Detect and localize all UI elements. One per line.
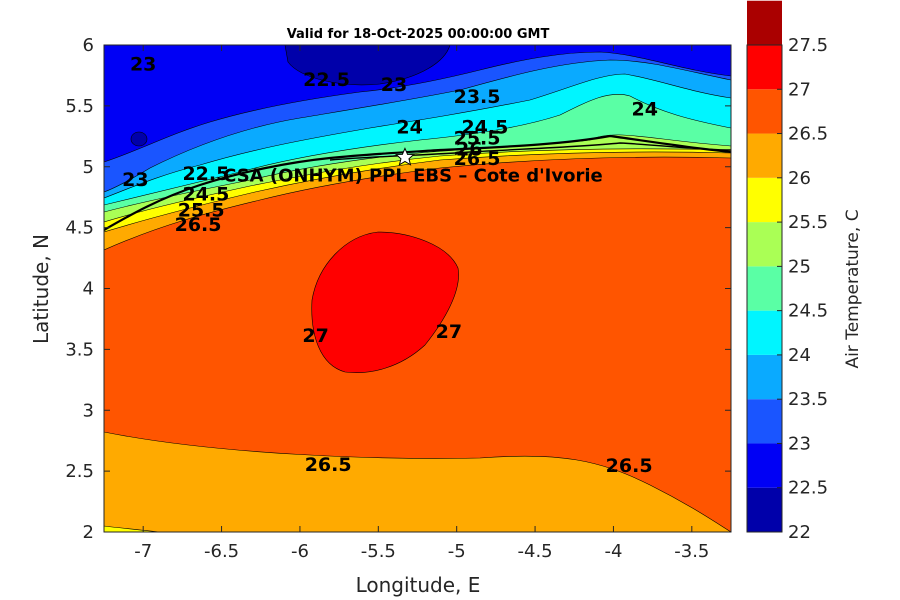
x-tick-label: -7 (134, 541, 152, 562)
y-tick-label: 2 (83, 522, 94, 543)
x-tick-label: -3.5 (674, 541, 709, 562)
y-tick-label: 5.5 (65, 96, 94, 117)
colorbar-swatch (747, 0, 782, 46)
colorbar-swatch (747, 443, 782, 488)
x-tick-label: -4 (604, 541, 622, 562)
y-tick-label: 3 (83, 400, 94, 421)
y-tick-label: 6 (83, 35, 94, 56)
site-label: CSA (ONHYM) PPL EBS – Cote d'Ivorie (223, 165, 603, 186)
contour-label: 26.5 (454, 148, 501, 170)
contour-label: 24 (632, 98, 658, 120)
colorbar-swatch (747, 89, 782, 134)
colorbar-tick-label: 23 (788, 433, 811, 454)
colorbar-swatch (747, 354, 782, 400)
colorbar-tick-label: 22 (788, 522, 811, 543)
contour-label: 26 (456, 138, 482, 160)
colorbar: 22 22.5 23 23.5 24 24.5 25 25.5 26 26.5 27 27.5 (747, 0, 828, 543)
fill-band-25.5-south (104, 525, 161, 532)
contour-label: 22.5 (182, 163, 229, 185)
x-tick-label: -5.5 (361, 541, 396, 562)
colorbar-swatch (747, 266, 782, 311)
colorbar-swatch (747, 133, 782, 178)
contour-label: 25.5 (454, 128, 501, 150)
fill-band-26 (104, 431, 731, 532)
y-tick-label: 2.5 (65, 461, 94, 482)
x-axis-label: Longitude, E (356, 573, 481, 597)
contour-fill-layer (104, 45, 731, 532)
contour-label: 24.5 (182, 184, 229, 206)
contour-label: 23 (381, 74, 407, 96)
x-axis: -7 -6.5 -6 -5.5 -5 -4.5 -4 -3.5 (134, 45, 709, 562)
colorbar-frame (746, 44, 783, 533)
fill-band-22.5 (104, 45, 731, 163)
colorbar-tick-label: 27 (788, 79, 811, 100)
contour-label: 23.5 (454, 86, 501, 108)
y-tick-label: 5 (83, 157, 94, 178)
contour-label: 27 (302, 325, 328, 347)
site-marker (394, 147, 415, 166)
colorbar-tick-label: 26.5 (788, 124, 828, 145)
colorbar-swatch (747, 177, 782, 223)
colorbar-tick-label: 24.5 (788, 301, 828, 322)
x-tick-label: -6 (291, 541, 309, 562)
colorbar-tick-label: 25 (788, 256, 811, 277)
colorbar-tick-label: 26 (788, 168, 811, 189)
fill-band-27 (311, 231, 459, 373)
y-tick-label: 4.5 (65, 218, 94, 239)
colorbar-swatch (747, 222, 782, 267)
colorbar-tick-label: 22.5 (788, 478, 828, 499)
y-axis-label: Latitude, N (29, 234, 53, 344)
contour-label: 25.5 (178, 199, 225, 221)
contour-label: 26.5 (175, 214, 222, 236)
y-axis: 22.533.544.555.56 (65, 35, 731, 543)
contour-label: 23 (122, 169, 148, 191)
x-tick-label: -5 (448, 541, 466, 562)
x-tick-label: -6.5 (204, 541, 239, 562)
fill-band-22 (284, 45, 451, 86)
colorbar-swatch (747, 487, 782, 532)
contour-label: 23 (130, 53, 156, 75)
contour-label: 27 (436, 321, 462, 343)
colorbar-label: Air Temperature, C (843, 209, 863, 368)
contour-label: 24 (396, 117, 422, 139)
colorbar-swatch (747, 45, 782, 90)
y-tick-label: 4 (83, 279, 94, 300)
contour-label: 24.5 (461, 117, 508, 139)
y-tick-label: 3.5 (65, 339, 94, 360)
colorbar-tick-label: 25.5 (788, 212, 828, 233)
colorbar-tick-label: 24 (788, 345, 811, 366)
colorbar-swatch (747, 399, 782, 444)
chart-title: Valid for 18-Oct-2025 00:00:00 GMT (287, 27, 550, 42)
colorbar-swatch (747, 310, 782, 355)
colorbar-tick-label: 23.5 (788, 389, 828, 410)
contour-label: 22.5 (303, 69, 350, 91)
fill-band-22-spot (130, 131, 148, 147)
x-tick-label: -4.5 (518, 541, 553, 562)
contour-label: 26.5 (305, 454, 352, 476)
contour-label: 26.5 (606, 455, 653, 477)
colorbar-tick-label: 27.5 (788, 35, 828, 56)
